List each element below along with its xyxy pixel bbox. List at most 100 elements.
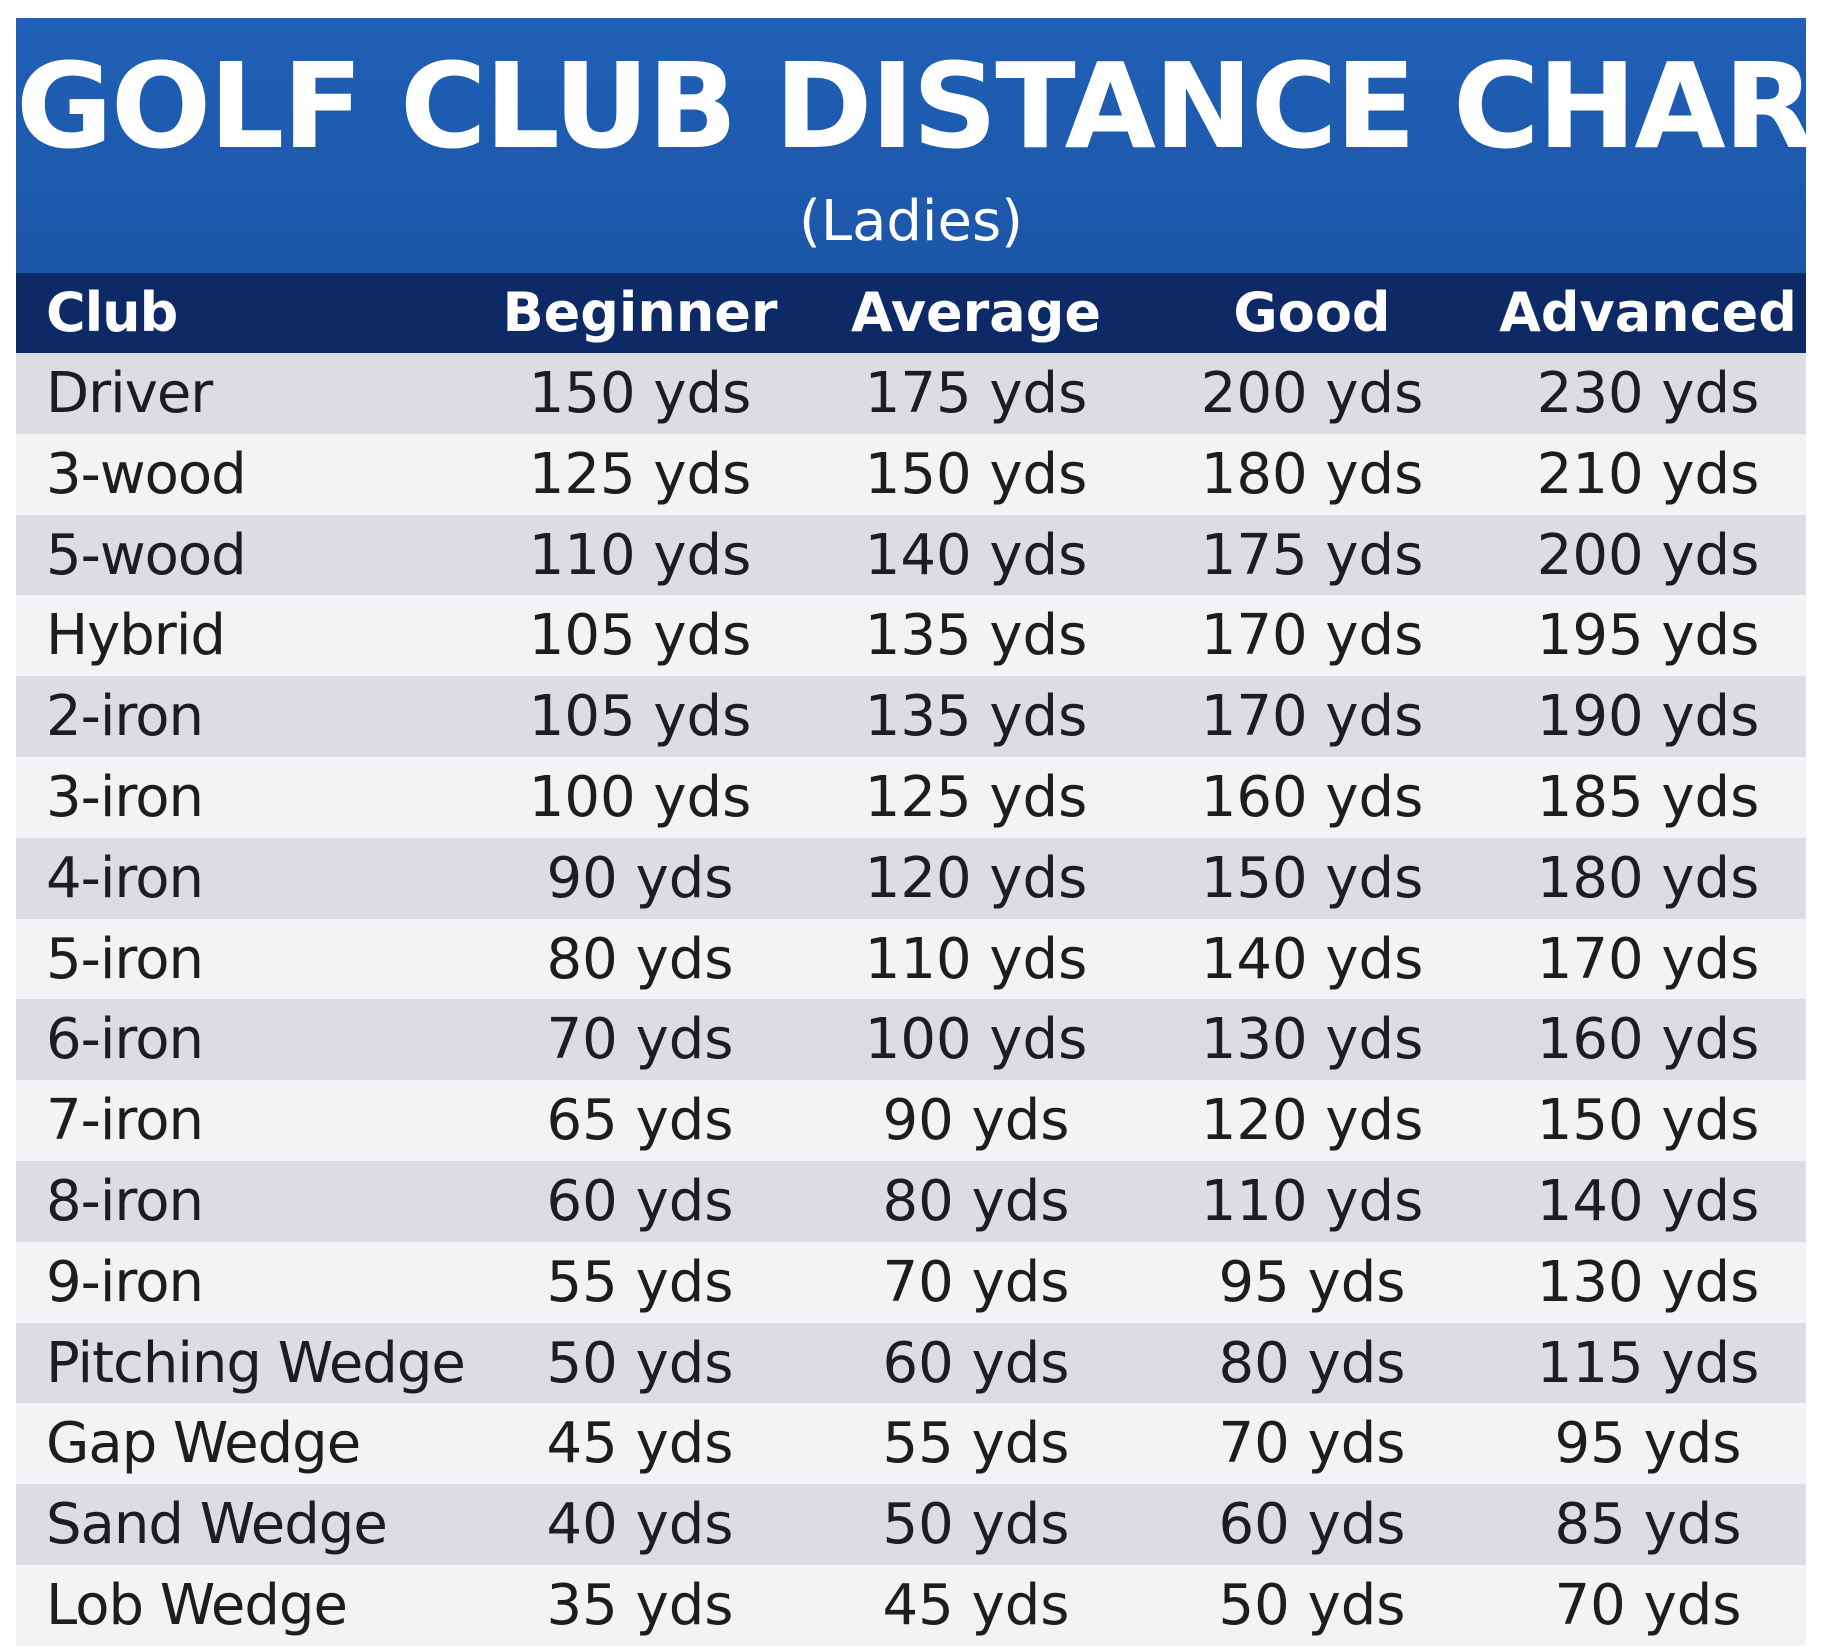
club-name-cell: 3-wood bbox=[46, 441, 247, 507]
club-name-cell: 2-iron bbox=[46, 684, 204, 750]
table-row: Sand Wedge 40 yds 50 yds 60 yds 85 yds bbox=[16, 1484, 1806, 1565]
beginner-distance-cell: 60 yds bbox=[546, 1169, 734, 1234]
club-name-cell: 6-iron bbox=[46, 1007, 204, 1073]
beginner-distance-cell: 105 yds bbox=[528, 684, 752, 750]
good-distance-cell: 70 yds bbox=[1218, 1411, 1406, 1477]
advanced-distance-cell: 140 yds bbox=[1536, 1169, 1760, 1234]
average-distance-cell: 140 yds bbox=[864, 522, 1088, 588]
average-distance-cell: 120 yds bbox=[864, 845, 1088, 911]
beginner-distance-cell: 105 yds bbox=[528, 603, 752, 669]
beginner-distance-cell: 150 yds bbox=[528, 361, 752, 426]
beginner-distance-cell: 65 yds bbox=[546, 1088, 734, 1154]
table-row: 5-wood 110 yds 140 yds 175 yds 200 yds bbox=[16, 514, 1806, 596]
table-row: 6-iron 70 yds 100 yds 130 yds 160 yds bbox=[16, 999, 1806, 1081]
average-distance-cell: 45 yds bbox=[882, 1573, 1070, 1638]
club-name-cell: 7-iron bbox=[46, 1088, 204, 1154]
good-distance-cell: 170 yds bbox=[1200, 603, 1424, 669]
advanced-distance-cell: 190 yds bbox=[1536, 684, 1760, 750]
good-distance-cell: 180 yds bbox=[1200, 441, 1424, 507]
good-distance-cell: 170 yds bbox=[1200, 684, 1424, 750]
average-distance-cell: 110 yds bbox=[864, 926, 1088, 992]
table-row: 9-iron 55 yds 70 yds 95 yds 130 yds bbox=[16, 1241, 1806, 1323]
good-distance-cell: 130 yds bbox=[1200, 1007, 1424, 1073]
beginner-distance-cell: 45 yds bbox=[546, 1411, 734, 1477]
club-name-cell: Sand Wedge bbox=[46, 1492, 388, 1558]
column-header-beginner: Beginner bbox=[502, 281, 778, 344]
average-distance-cell: 100 yds bbox=[864, 1007, 1088, 1073]
distance-chart-card: GOLF CLUB DISTANCE CHART (Ladies) Club B… bbox=[16, 18, 1822, 1646]
beginner-distance-cell: 40 yds bbox=[546, 1492, 734, 1558]
chart-subtitle: (Ladies) bbox=[799, 189, 1023, 254]
average-distance-cell: 175 yds bbox=[864, 361, 1088, 426]
advanced-distance-cell: 95 yds bbox=[1554, 1411, 1742, 1477]
advanced-distance-cell: 185 yds bbox=[1536, 765, 1760, 830]
advanced-distance-cell: 180 yds bbox=[1536, 845, 1760, 911]
club-name-cell: 4-iron bbox=[46, 845, 204, 911]
average-distance-cell: 90 yds bbox=[882, 1088, 1070, 1154]
table-row: 4-iron 90 yds 120 yds 150 yds 180 yds bbox=[16, 837, 1806, 919]
advanced-distance-cell: 150 yds bbox=[1536, 1088, 1760, 1154]
table-row: Gap Wedge 45 yds 55 yds 70 yds 95 yds bbox=[16, 1403, 1806, 1485]
good-distance-cell: 60 yds bbox=[1218, 1492, 1406, 1558]
table-header-row: Club Beginner Average Good Advanced bbox=[16, 273, 1806, 353]
average-distance-cell: 135 yds bbox=[864, 684, 1088, 750]
good-distance-cell: 95 yds bbox=[1218, 1249, 1406, 1315]
club-name-cell: 5-wood bbox=[46, 522, 247, 588]
beginner-distance-cell: 50 yds bbox=[546, 1330, 734, 1396]
table-row: 8-iron 60 yds 80 yds 110 yds 140 yds bbox=[16, 1161, 1806, 1242]
good-distance-cell: 120 yds bbox=[1200, 1088, 1424, 1154]
good-distance-cell: 150 yds bbox=[1200, 845, 1424, 911]
club-name-cell: 5-iron bbox=[46, 926, 204, 992]
good-distance-cell: 160 yds bbox=[1200, 765, 1424, 830]
beginner-distance-cell: 110 yds bbox=[528, 522, 752, 588]
good-distance-cell: 175 yds bbox=[1200, 522, 1424, 588]
table-row: 3-wood 125 yds 150 yds 180 yds 210 yds bbox=[16, 433, 1806, 515]
average-distance-cell: 150 yds bbox=[864, 441, 1088, 507]
good-distance-cell: 50 yds bbox=[1218, 1573, 1406, 1638]
good-distance-cell: 110 yds bbox=[1200, 1169, 1424, 1234]
beginner-distance-cell: 35 yds bbox=[546, 1573, 734, 1638]
average-distance-cell: 60 yds bbox=[882, 1330, 1070, 1396]
column-header-average: Average bbox=[850, 281, 1102, 344]
average-distance-cell: 135 yds bbox=[864, 603, 1088, 669]
club-name-cell: 9-iron bbox=[46, 1249, 204, 1315]
advanced-distance-cell: 85 yds bbox=[1554, 1492, 1742, 1558]
advanced-distance-cell: 210 yds bbox=[1536, 441, 1760, 507]
beginner-distance-cell: 55 yds bbox=[546, 1249, 734, 1315]
average-distance-cell: 80 yds bbox=[882, 1169, 1070, 1234]
club-name-cell: Hybrid bbox=[46, 603, 226, 669]
average-distance-cell: 55 yds bbox=[882, 1411, 1070, 1477]
table-row: Hybrid 105 yds 135 yds 170 yds 195 yds bbox=[16, 595, 1806, 677]
average-distance-cell: 50 yds bbox=[882, 1492, 1070, 1558]
advanced-distance-cell: 170 yds bbox=[1536, 926, 1760, 992]
club-name-cell: Lob Wedge bbox=[46, 1573, 348, 1638]
advanced-distance-cell: 70 yds bbox=[1554, 1573, 1742, 1638]
table-row: Pitching Wedge 50 yds 60 yds 80 yds 115 yds bbox=[16, 1322, 1806, 1404]
table-row: 5-iron 80 yds 110 yds 140 yds 170 yds bbox=[16, 918, 1806, 1000]
table-row: Driver 150 yds 175 yds 200 yds 230 yds bbox=[16, 353, 1806, 434]
average-distance-cell: 125 yds bbox=[864, 765, 1088, 830]
average-distance-cell: 70 yds bbox=[882, 1249, 1070, 1315]
beginner-distance-cell: 70 yds bbox=[546, 1007, 734, 1073]
chart-title: GOLF CLUB DISTANCE CHART bbox=[16, 37, 1822, 175]
good-distance-cell: 80 yds bbox=[1218, 1330, 1406, 1396]
beginner-distance-cell: 80 yds bbox=[546, 926, 734, 992]
beginner-distance-cell: 125 yds bbox=[528, 441, 752, 507]
club-name-cell: Pitching Wedge bbox=[46, 1330, 466, 1396]
column-header-club: Club bbox=[46, 281, 178, 344]
club-name-cell: Driver bbox=[46, 361, 213, 426]
table-row: 3-iron 100 yds 125 yds 160 yds 185 yds bbox=[16, 757, 1806, 838]
table-row: Lob Wedge 35 yds 45 yds 50 yds 70 yds bbox=[16, 1565, 1806, 1646]
advanced-distance-cell: 160 yds bbox=[1536, 1007, 1760, 1073]
column-header-good: Good bbox=[1233, 281, 1391, 344]
club-name-cell: Gap Wedge bbox=[46, 1411, 361, 1477]
advanced-distance-cell: 230 yds bbox=[1536, 361, 1760, 426]
advanced-distance-cell: 195 yds bbox=[1536, 603, 1760, 669]
beginner-distance-cell: 100 yds bbox=[528, 765, 752, 830]
good-distance-cell: 200 yds bbox=[1200, 361, 1424, 426]
title-banner: GOLF CLUB DISTANCE CHART (Ladies) bbox=[16, 18, 1822, 273]
club-name-cell: 3-iron bbox=[46, 765, 204, 830]
advanced-distance-cell: 130 yds bbox=[1536, 1249, 1760, 1315]
table-row: 7-iron 65 yds 90 yds 120 yds 150 yds bbox=[16, 1080, 1806, 1161]
column-header-advanced: Advanced bbox=[1499, 281, 1797, 344]
